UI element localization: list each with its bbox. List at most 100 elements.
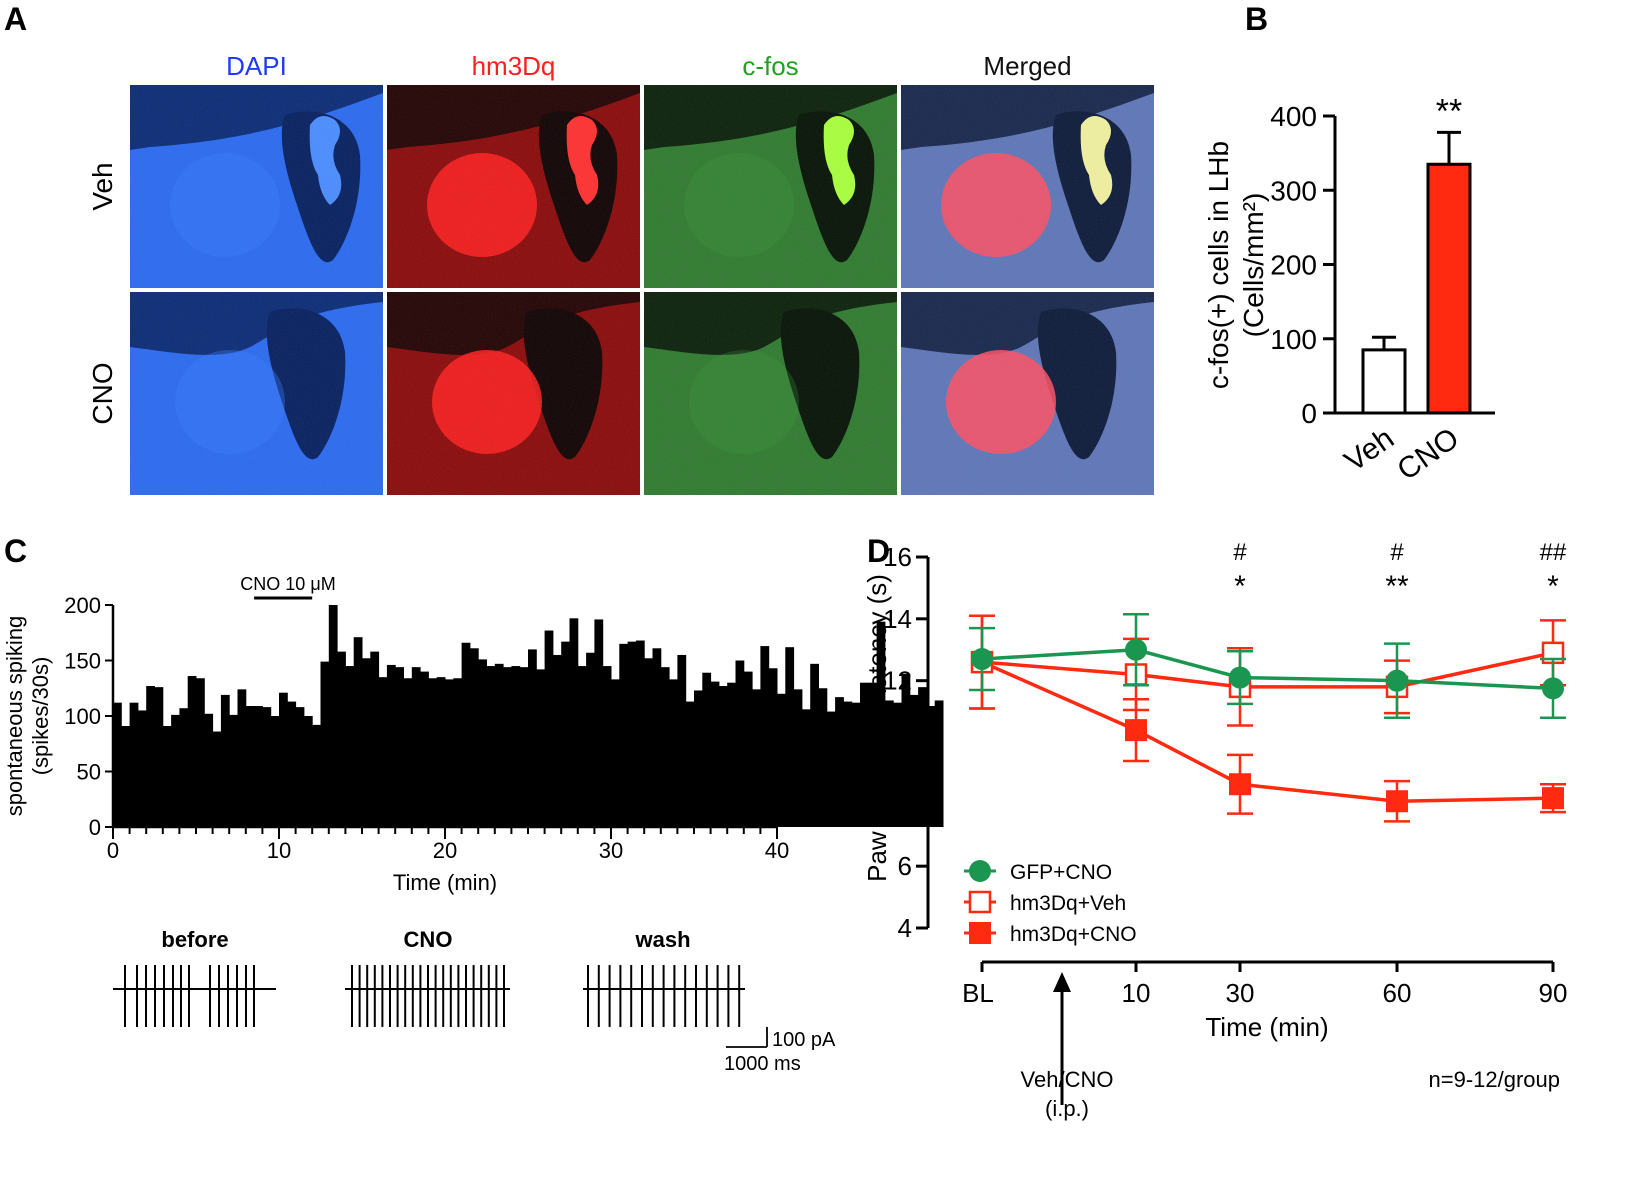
histogram-bar	[154, 687, 164, 827]
row-label-cno: CNO	[87, 362, 118, 424]
histogram-bar	[295, 707, 305, 827]
histogram-bar	[660, 667, 670, 827]
histogram-bar	[279, 692, 288, 827]
histogram-bar	[826, 711, 836, 827]
histogram-bar	[652, 648, 662, 827]
column-label-merged: Merged	[983, 51, 1071, 81]
histogram-bar	[229, 714, 238, 827]
hash-marker: #	[1233, 539, 1247, 566]
injection-arrow-head	[1053, 972, 1071, 992]
micrograph-veh-hm3dq	[387, 85, 640, 288]
histogram-bar	[577, 666, 587, 827]
histogram-bar	[569, 618, 579, 827]
histogram-bar	[478, 659, 487, 827]
star-marker: *	[1234, 570, 1246, 603]
histogram-bar	[777, 693, 786, 827]
histogram-bar	[453, 678, 463, 827]
histogram-bar	[851, 702, 861, 827]
texture	[901, 292, 1154, 495]
histogram-bar	[627, 641, 637, 827]
panel-b-chart: 0 100 200 300 400 c-fos(+) cells in LHb (Cells…	[1203, 92, 1495, 487]
histogram-bar	[918, 687, 927, 827]
texture	[130, 85, 383, 288]
texture	[644, 292, 897, 495]
histogram-bar	[768, 668, 778, 827]
legend-marker	[968, 890, 992, 914]
histogram-bar	[461, 642, 471, 827]
column-label-c-fos: c-fos	[742, 51, 798, 81]
histogram-bar	[345, 666, 355, 827]
histogram-bar	[519, 667, 529, 827]
y-tick-label: 200	[1270, 250, 1317, 281]
star-marker: *	[1547, 570, 1559, 603]
histogram-bar	[843, 701, 853, 827]
legend-item: hm3Dq+CNO	[964, 922, 1137, 946]
histogram-bar	[395, 667, 404, 827]
y-tick-label: 150	[64, 649, 101, 674]
injection-route-label: (i.p.)	[1045, 1096, 1089, 1121]
y-tick-label: 6	[898, 851, 912, 881]
histogram-bar	[386, 664, 396, 827]
histogram-bar	[818, 688, 828, 827]
y-tick-label: 8	[898, 789, 912, 819]
y-tick-label: 16	[883, 542, 912, 572]
histogram-bar	[868, 682, 878, 827]
data-point	[1386, 669, 1408, 692]
micrograph-veh-dapi	[130, 85, 383, 288]
histogram-bar	[793, 689, 803, 827]
micrograph-cno-hm3dq	[387, 292, 640, 495]
x-tick-label-cno: CNO	[1391, 422, 1465, 487]
histogram-bar	[320, 661, 330, 827]
y-tick-label: 300	[1270, 175, 1317, 206]
injection-label: Veh/CNO	[1021, 1067, 1114, 1092]
histogram-bar	[909, 694, 919, 827]
histogram-bar	[137, 710, 147, 827]
bar-veh	[1361, 348, 1407, 415]
histogram-bar	[262, 707, 272, 827]
histogram-bar	[552, 654, 562, 827]
histogram-bar	[586, 652, 595, 827]
histogram-bar	[503, 667, 512, 827]
histogram-bar	[445, 679, 454, 827]
legend-label: GFP+CNO	[1010, 861, 1112, 884]
histogram-bar	[752, 689, 761, 827]
trace-label: CNO	[404, 927, 453, 952]
histogram-bar	[171, 714, 180, 827]
n-label: n=9-12/group	[1429, 1067, 1561, 1092]
column-label-hm3dq: hm3Dq	[472, 51, 556, 81]
panel-d-letter: D	[867, 533, 890, 569]
texture	[644, 85, 897, 288]
histogram-bar	[685, 701, 695, 827]
data-point	[971, 648, 993, 671]
histogram-bar	[146, 686, 155, 827]
histogram-bar	[370, 651, 380, 827]
histogram-bar	[204, 713, 214, 827]
legend-label: hm3Dq+CNO	[1010, 923, 1137, 946]
data-point	[1125, 719, 1147, 742]
histogram-bar	[113, 702, 122, 827]
x-tick-label: BL	[962, 978, 994, 1008]
hash-marker: #	[1390, 539, 1404, 566]
data-point	[1542, 677, 1564, 700]
trace-label: before	[161, 927, 228, 952]
y-tick-label: 4	[898, 913, 912, 943]
histogram-bar	[220, 694, 230, 827]
histogram-bar	[121, 725, 131, 827]
histogram-bar	[644, 658, 653, 827]
micrograph-cno-merged	[901, 292, 1154, 495]
histogram-bar	[353, 637, 363, 827]
histogram-bar	[561, 641, 570, 827]
texture	[387, 292, 640, 495]
histogram-bar	[926, 706, 936, 827]
histogram-bar	[179, 708, 189, 827]
panel-a-column-labels: DAPI hm3Dq c-fos Merged	[226, 51, 1071, 81]
x-tick-label: 30	[1226, 978, 1255, 1008]
x-tick-label: 0	[107, 838, 119, 863]
histogram-bar	[884, 700, 894, 827]
scale-label-current: 100 pA	[772, 1029, 836, 1051]
histogram-bar	[594, 619, 604, 827]
histogram-bar	[187, 676, 197, 827]
significance-marker: **	[1436, 92, 1462, 130]
histogram-bar	[934, 700, 944, 827]
y-tick-label: 14	[883, 604, 912, 634]
